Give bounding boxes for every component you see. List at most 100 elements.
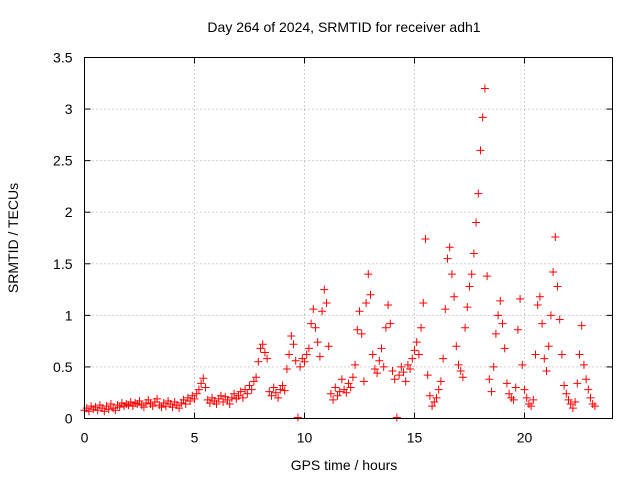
data-point [351,360,360,369]
data-point [148,402,157,411]
data-point [258,340,267,349]
data-point [399,368,408,377]
data-point [566,400,575,409]
data-point [135,396,144,405]
data-point [296,362,305,371]
data-point [397,362,406,371]
data-point [366,290,375,299]
data-point [579,360,588,369]
data-point [267,391,276,400]
data-point [432,393,441,402]
data-point [458,373,467,382]
data-point [436,377,445,386]
data-point [575,350,584,359]
data-point [412,338,421,347]
data-point [355,307,364,316]
data-point [225,400,234,409]
data-point [373,369,382,378]
data-point [540,354,549,363]
data-point [467,270,476,279]
data-point [282,364,291,373]
data-point [582,375,591,384]
data-point [472,218,481,227]
data-point [549,268,558,277]
data-point [531,350,540,359]
data-point [309,305,318,314]
data-point [555,315,564,324]
data-point [93,406,102,415]
data-point [392,413,401,422]
data-point [527,402,536,411]
data-point [320,285,329,294]
data-point [278,381,287,390]
data-point [463,303,472,312]
y-tick-label: 0 [65,411,73,427]
data-point [234,391,243,400]
data-point [254,357,263,366]
data-point [434,385,443,394]
data-point [362,298,371,307]
data-point [529,395,538,404]
x-tick-label: 5 [191,430,199,446]
data-point [509,395,518,404]
data-point [546,311,555,320]
x-tick-label: 0 [81,430,89,446]
data-point [535,292,544,301]
data-point [274,393,283,402]
data-point [265,387,274,396]
data-point [256,344,265,353]
chart-title: Day 264 of 2024, SRMTID for receiver adh… [207,19,480,35]
y-axis-title: SRMTID / TECUs [5,183,21,293]
data-point [289,340,298,349]
data-point [276,385,285,394]
data-point [577,321,586,330]
data-point [456,367,465,376]
data-point [375,356,384,365]
data-point [212,400,221,409]
data-point [417,323,426,332]
data-point [190,394,199,403]
data-point [551,232,560,241]
y-tick-label: 0.5 [53,359,73,375]
data-point [291,356,300,365]
data-point [168,403,177,412]
data-point [157,403,166,412]
data-point [441,305,450,314]
data-point [137,401,146,410]
data-point [498,319,507,328]
data-point [496,296,505,305]
data-point [368,350,377,359]
data-point [357,329,366,338]
data-point [487,387,496,396]
data-point [326,389,335,398]
data-point [571,397,580,406]
data-point [247,385,256,394]
data-point [500,344,509,353]
data-point [181,400,190,409]
data-point [364,270,373,279]
data-point [342,388,351,397]
data-point [590,402,599,411]
data-point [302,350,311,359]
data-point [335,387,344,396]
data-point [489,362,498,371]
data-point [553,282,562,291]
data-point [439,354,448,363]
data-point [483,272,492,281]
data-point [447,270,456,279]
data-point [304,344,313,353]
data-point [452,342,461,351]
data-point [419,298,428,307]
data-point [353,325,362,334]
data-point [238,393,247,402]
data-point [287,331,296,340]
data-point [175,404,184,413]
data-point [586,393,595,402]
y-tick-label: 2.5 [53,153,73,169]
data-point [507,393,516,402]
data-point [386,319,395,328]
data-point [568,404,577,413]
data-point [538,319,547,328]
data-point [544,342,553,351]
